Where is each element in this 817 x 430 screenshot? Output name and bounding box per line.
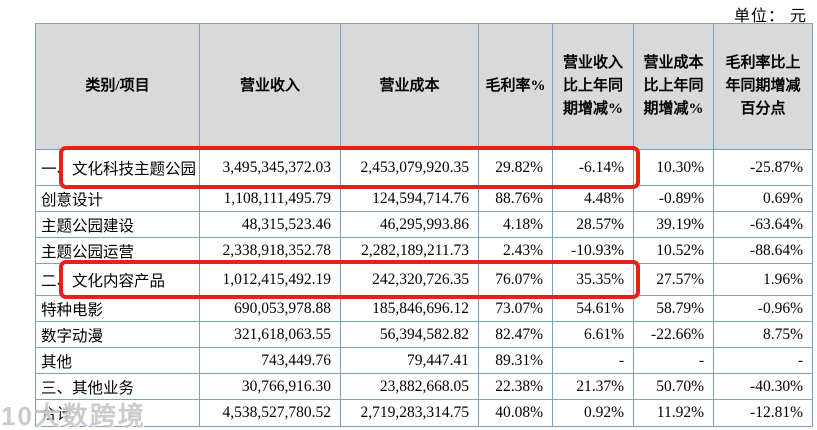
header-category: 类别/项目 (35, 23, 200, 150)
value-cell: -12.81% (713, 399, 813, 427)
table-row: 创意设计 1,108,111,495.79 124,594,714.76 88.76%… (35, 185, 813, 212)
header-row: 类别/项目 营业收入 营业成本 毛利率% 营业收入比上年同期增减% 营业成本比上… (35, 23, 813, 150)
value-cell: -88.64% (713, 237, 813, 264)
category-cell: 其他 (35, 347, 200, 374)
category-cell: 一、文化科技主题公园 (35, 149, 200, 186)
value-cell: 8.75% (713, 321, 813, 348)
table-row: 其他 743,449.76 79,447.41 89.31% - - - (35, 347, 813, 374)
value-cell: 2,719,283,314.75 (340, 399, 479, 427)
header-margin-yoy: 毛利率比上年同期增减百分点 (713, 23, 813, 150)
value-cell: 0.69% (713, 185, 813, 212)
value-cell: -63.64% (713, 211, 813, 238)
value-cell: 4.18% (478, 211, 553, 238)
value-cell: 0.92% (552, 399, 634, 427)
table-row: 主题公园运营 2,338,918,352.78 2,282,189,211.73 2.… (35, 237, 813, 264)
value-cell: 321,618,063.55 (199, 321, 341, 348)
value-cell: 4,538,527,780.52 (199, 399, 341, 427)
value-cell: 88.76% (478, 185, 553, 212)
value-cell: 23,882,668.05 (340, 373, 479, 400)
value-cell: 1,012,415,492.19 (199, 263, 341, 296)
table-row: 二、文化内容产品 1,012,415,492.19 242,320,726.35 76… (35, 263, 813, 296)
value-cell: 35.35% (552, 263, 634, 296)
table-header: 类别/项目 营业收入 营业成本 毛利率% 营业收入比上年同期增减% 营业成本比上… (35, 23, 813, 150)
value-cell: 30,766,916.30 (199, 373, 341, 400)
value-cell: 73.07% (478, 295, 553, 322)
value-cell: 242,320,726.35 (340, 263, 479, 296)
table-row: 合计 4,538,527,780.52 2,719,283,314.75 40.08%… (35, 399, 813, 427)
value-cell: - (713, 347, 813, 374)
header-revenue-yoy: 营业收入比上年同期增减% (552, 23, 634, 150)
value-cell: 1.96% (713, 263, 813, 296)
value-cell: 46,295,993.86 (340, 211, 479, 238)
header-revenue: 营业收入 (199, 23, 341, 150)
value-cell: 690,053,978.88 (199, 295, 341, 322)
table-row: 主题公园建设 48,315,523.46 46,295,993.86 4.18% 28.… (35, 211, 813, 238)
value-cell: 185,846,696.12 (340, 295, 479, 322)
value-cell: 56,394,582.82 (340, 321, 479, 348)
value-cell: -40.30% (713, 373, 813, 400)
value-cell: 4.48% (552, 185, 634, 212)
value-cell: 10.30% (633, 149, 714, 186)
value-cell: -0.89% (633, 185, 714, 212)
value-cell: 39.19% (633, 211, 714, 238)
value-cell: 89.31% (478, 347, 553, 374)
value-cell: 2.43% (478, 237, 553, 264)
watermark: 10大数跨境 (1, 401, 146, 430)
table-row: 三、其他业务 30,766,916.30 23,882,668.05 22.38% 21… (35, 373, 813, 400)
value-cell: 50.70% (633, 373, 714, 400)
category-cell: 合计 (35, 399, 200, 427)
value-cell: 22.38% (478, 373, 553, 400)
value-cell: 124,594,714.76 (340, 185, 479, 212)
category-cell: 三、其他业务 (35, 373, 200, 400)
unit-label: 单位： 元 (733, 8, 807, 25)
value-cell: 40.08% (478, 399, 553, 427)
value-cell: -10.93% (552, 237, 634, 264)
table-row: 一、文化科技主题公园 3,495,345,372.03 2,453,079,920.… (35, 149, 813, 186)
header-cost-yoy: 营业成本比上年同期增减% (633, 23, 714, 150)
table-body: 一、文化科技主题公园 3,495,345,372.03 2,453,079,920.… (35, 149, 813, 427)
category-cell: 数字动漫 (35, 321, 200, 348)
header-gross-margin: 毛利率% (478, 23, 553, 150)
value-cell: 54.61% (552, 295, 634, 322)
value-cell: 2,282,189,211.73 (340, 237, 479, 264)
value-cell: 3,495,345,372.03 (199, 149, 341, 186)
value-cell: - (552, 347, 634, 374)
category-cell: 二、文化内容产品 (35, 263, 200, 296)
value-cell: 10.52% (633, 237, 714, 264)
value-cell: 28.57% (552, 211, 634, 238)
value-cell: 743,449.76 (199, 347, 341, 374)
table-row: 特种电影 690,053,978.88 185,846,696.12 73.07% 54… (35, 295, 813, 322)
value-cell: 27.57% (633, 263, 714, 296)
value-cell: -25.87% (713, 149, 813, 186)
value-cell: 48,315,523.46 (199, 211, 341, 238)
table-row: 数字动漫 321,618,063.55 56,394,582.82 82.47% 6.6… (35, 321, 813, 348)
value-cell: -6.14% (552, 149, 634, 186)
value-cell: 79,447.41 (340, 347, 479, 374)
category-cell: 特种电影 (35, 295, 200, 322)
value-cell: 6.61% (552, 321, 634, 348)
value-cell: 82.47% (478, 321, 553, 348)
value-cell: 11.92% (633, 399, 714, 427)
category-cell: 主题公园运营 (35, 237, 200, 264)
value-cell: 29.82% (478, 149, 553, 186)
category-cell: 主题公园建设 (35, 211, 200, 238)
value-cell: 1,108,111,495.79 (199, 185, 341, 212)
value-cell: 76.07% (478, 263, 553, 296)
value-cell: -0.96% (713, 295, 813, 322)
header-cost: 营业成本 (340, 23, 479, 150)
value-cell: 58.79% (633, 295, 714, 322)
financial-segments-table: 类别/项目 营业收入 营业成本 毛利率% 营业收入比上年同期增减% 营业成本比上… (35, 23, 813, 427)
value-cell: 21.37% (552, 373, 634, 400)
category-cell: 创意设计 (35, 185, 200, 212)
value-cell: 2,338,918,352.78 (199, 237, 341, 264)
value-cell: - (633, 347, 714, 374)
value-cell: 2,453,079,920.35 (340, 149, 479, 186)
value-cell: -22.66% (633, 321, 714, 348)
